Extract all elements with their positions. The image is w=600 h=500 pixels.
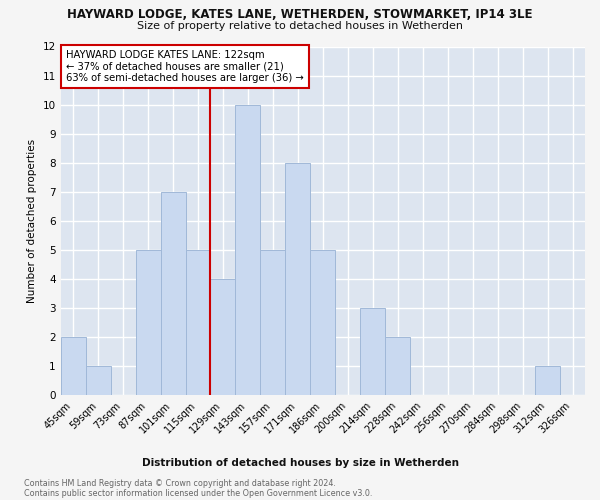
Bar [136, 250, 161, 395]
Bar [535, 366, 560, 395]
Bar [360, 308, 385, 395]
Text: Size of property relative to detached houses in Wetherden: Size of property relative to detached ho… [137, 21, 463, 31]
Bar [385, 337, 410, 395]
Bar [310, 250, 335, 395]
Bar [86, 366, 110, 395]
Bar [185, 250, 211, 395]
Text: HAYWARD LODGE, KATES LANE, WETHERDEN, STOWMARKET, IP14 3LE: HAYWARD LODGE, KATES LANE, WETHERDEN, ST… [67, 8, 533, 20]
Bar [61, 337, 86, 395]
Bar [235, 104, 260, 395]
Text: HAYWARD LODGE KATES LANE: 122sqm
← 37% of detached houses are smaller (21)
63% o: HAYWARD LODGE KATES LANE: 122sqm ← 37% o… [66, 50, 304, 83]
Y-axis label: Number of detached properties: Number of detached properties [27, 139, 37, 303]
Bar [286, 162, 310, 395]
Text: Contains HM Land Registry data © Crown copyright and database right 2024.: Contains HM Land Registry data © Crown c… [24, 479, 336, 488]
Bar [260, 250, 286, 395]
Text: Contains public sector information licensed under the Open Government Licence v3: Contains public sector information licen… [24, 489, 373, 498]
Text: Distribution of detached houses by size in Wetherden: Distribution of detached houses by size … [142, 458, 458, 468]
Bar [211, 279, 235, 395]
Bar [161, 192, 185, 395]
